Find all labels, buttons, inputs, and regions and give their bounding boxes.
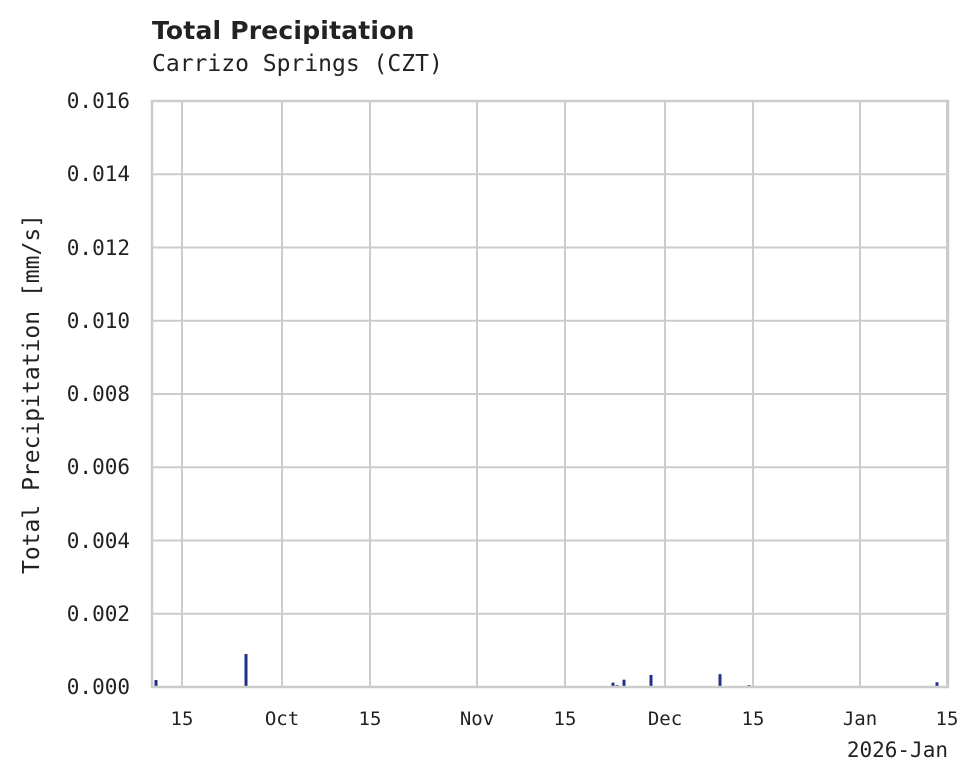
y-tick-label: 0.008 (66, 382, 130, 406)
x-tick-label: 15 (935, 708, 959, 730)
precip-bar (935, 682, 939, 687)
y-tick-label: 0.000 (66, 675, 130, 699)
x-tick-label: 15 (358, 708, 382, 730)
y-tick-label: 0.002 (66, 601, 130, 626)
y-tick-label: 0.010 (66, 308, 130, 333)
precip-bar (244, 654, 248, 687)
x-tick-label: 15 (170, 708, 194, 730)
precip-bar (649, 674, 653, 687)
chart-title: Total Precipitation (152, 16, 415, 45)
x-tick-label: 15 (741, 708, 765, 730)
chart-subtitle: Carrizo Springs (CZT) (152, 51, 443, 77)
x-tick-label: Oct (264, 708, 300, 730)
precip-bar (622, 679, 626, 687)
x-tick-label: 15 (553, 708, 577, 730)
precip-bar (718, 674, 722, 687)
y-tick-label: 0.006 (66, 455, 130, 480)
y-tick-label: 0.014 (66, 162, 130, 187)
precip-bar (611, 682, 615, 687)
x-tick-label: Jan (842, 708, 878, 730)
plot-frame (150, 99, 950, 689)
x-axis-offset-label: 2026-Jan (846, 738, 948, 762)
x-tick-label: Nov (459, 708, 495, 730)
x-tick-label: Dec (647, 708, 683, 730)
y-tick-label: 0.004 (66, 528, 130, 553)
precip-bar (154, 680, 158, 687)
y-tick-label: 0.016 (66, 89, 130, 113)
y-tick-label: 0.012 (66, 235, 130, 260)
